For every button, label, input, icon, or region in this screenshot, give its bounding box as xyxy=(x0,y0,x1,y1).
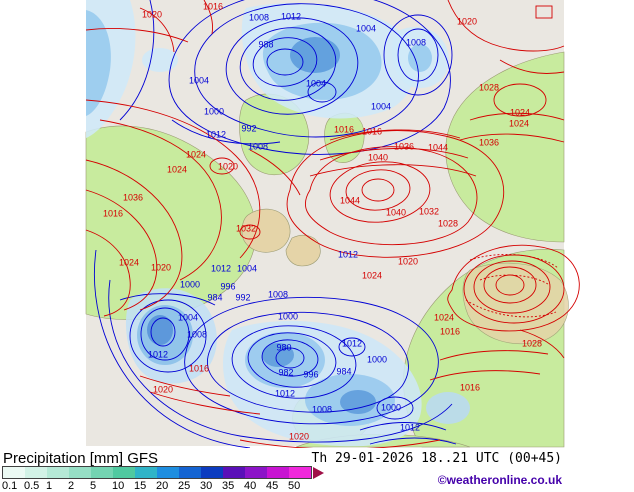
legend-tick: 0.5 xyxy=(24,480,40,492)
isobars-low xyxy=(94,0,457,448)
legend-tick: 15 xyxy=(134,480,147,492)
legend-tick: 25 xyxy=(178,480,191,492)
legend-tick: 50 xyxy=(288,480,301,492)
legend-tick: 5 xyxy=(90,480,97,492)
legend-tick: 20 xyxy=(156,480,169,492)
map-title: Precipitation [mm] GFS xyxy=(3,450,159,467)
legend-tick: 2 xyxy=(68,480,75,492)
legend-color-cell xyxy=(157,467,179,478)
copyright: ©weatheronline.co.uk xyxy=(437,473,562,487)
legend-tick: 30 xyxy=(200,480,213,492)
weather-map: 1020 1016 1008 1012 1004 1008 1020 988 1004 1004 1… xyxy=(85,0,580,448)
legend-color-cell xyxy=(69,467,91,478)
legend-color-cell xyxy=(201,467,223,478)
legend-color-cell xyxy=(47,467,69,478)
legend-color-cell xyxy=(179,467,201,478)
legend-arrow-icon xyxy=(313,466,324,479)
legend-color-cell xyxy=(245,467,267,478)
legend-color-cell xyxy=(135,467,157,478)
legend-tick-labels: 0.1 0.5 1 2 5 10 15 20 25 30 35 40 45 50 xyxy=(2,480,324,492)
legend-color-cell xyxy=(289,467,311,478)
legend-color-cell xyxy=(91,467,113,478)
legend-tick: 40 xyxy=(244,480,257,492)
legend-color-cell xyxy=(3,467,25,478)
legend-color-cell xyxy=(223,467,245,478)
map-marker-box xyxy=(535,5,553,19)
legend-color-cell xyxy=(267,467,289,478)
legend-color-cell xyxy=(25,467,47,478)
footer: Precipitation [mm] GFS Th 29-01-2026 18.… xyxy=(0,448,634,492)
weather-map-canvas xyxy=(85,0,580,448)
legend-color-bar xyxy=(2,466,312,479)
map-datetime: Th 29-01-2026 18..21 UTC (00+45) xyxy=(311,451,562,466)
isobars-high xyxy=(85,0,580,448)
legend-tick: 0.1 xyxy=(2,480,18,492)
precip-legend: 0.1 0.5 1 2 5 10 15 20 25 30 35 40 45 50 xyxy=(2,466,324,492)
precipitation-areas xyxy=(86,0,470,447)
legend-tick: 35 xyxy=(222,480,235,492)
legend-tick: 10 xyxy=(112,480,125,492)
legend-color-cell xyxy=(113,467,135,478)
legend-tick: 1 xyxy=(46,480,53,492)
legend-tick: 45 xyxy=(266,480,279,492)
